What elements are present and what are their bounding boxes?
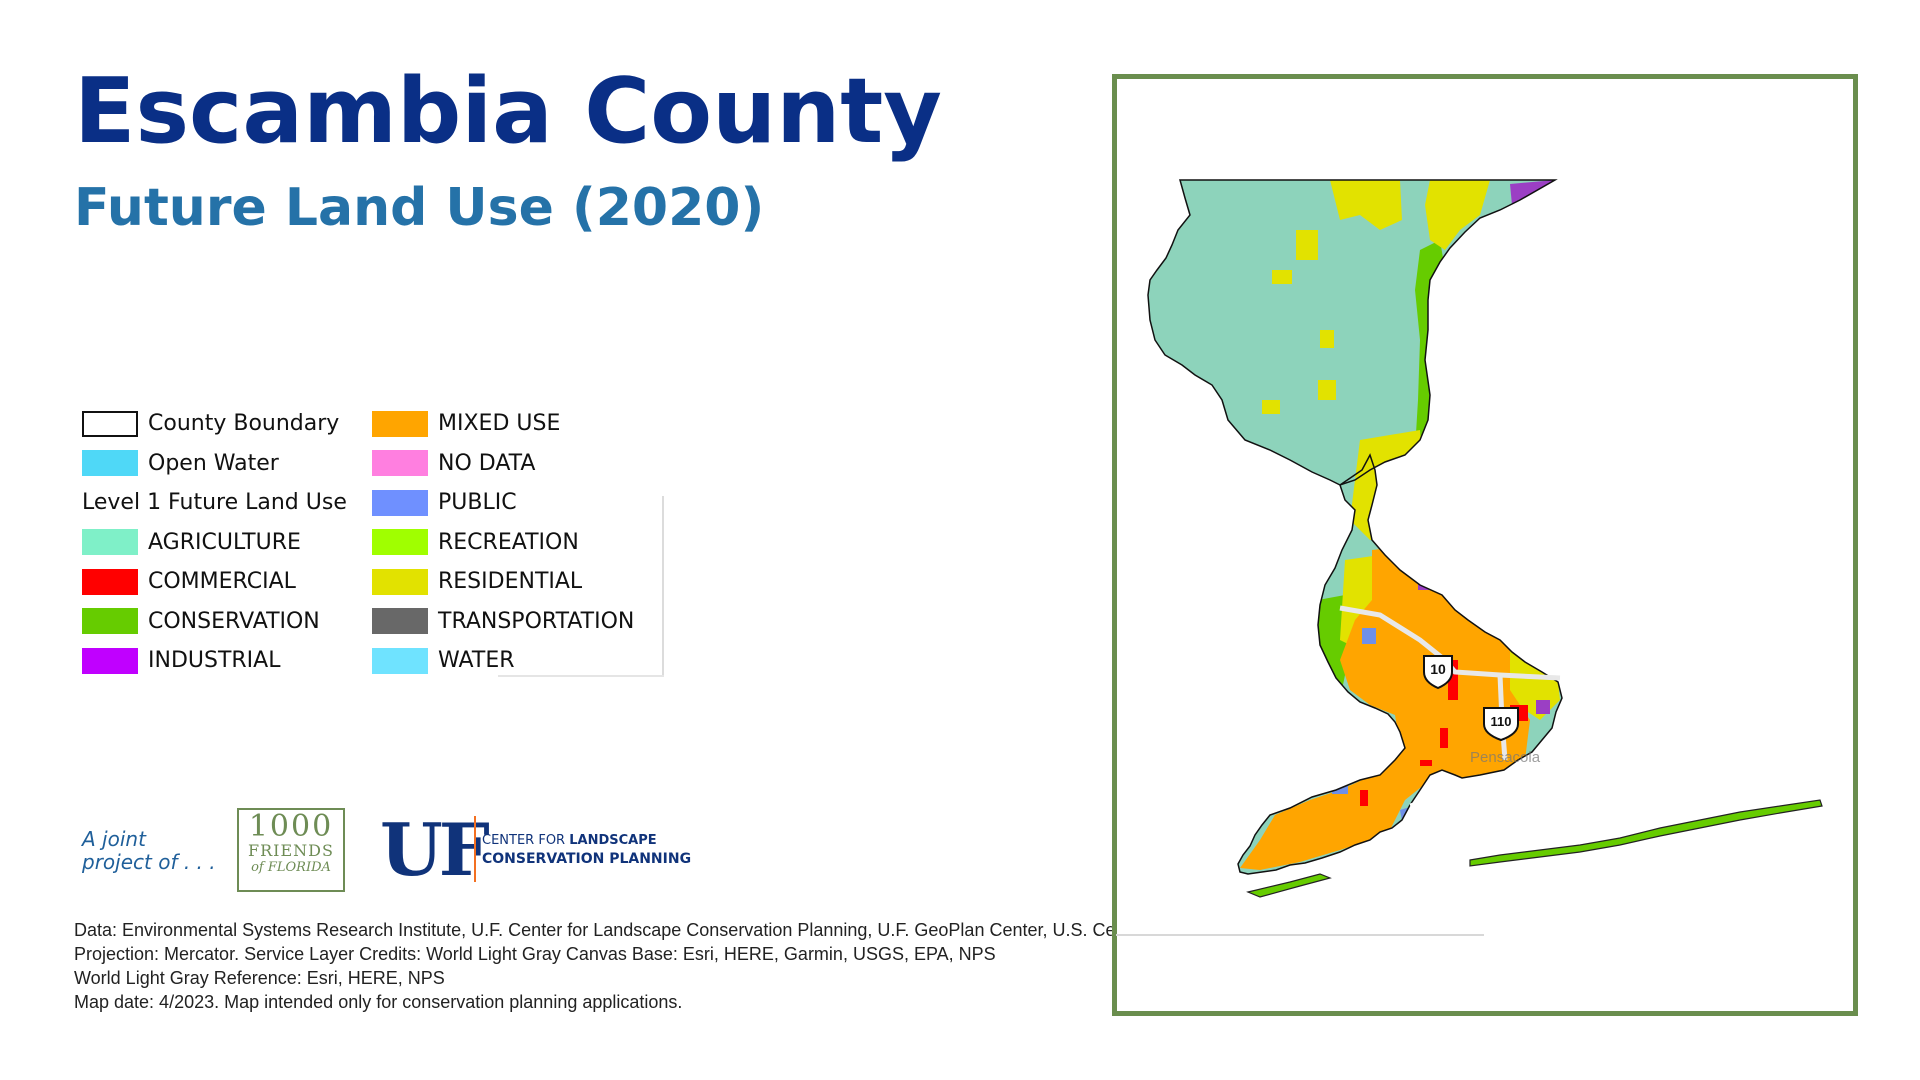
- land-public-patch: [1538, 648, 1550, 660]
- county-boundary: [1147, 179, 1558, 486]
- legend-item-no-data: NO DATA: [372, 444, 634, 484]
- legend-item-industrial: INDUSTRIAL: [82, 641, 347, 681]
- uf-logo: UF: [380, 807, 490, 892]
- legend-swatch: [82, 450, 138, 477]
- legend-swatch: [372, 489, 428, 516]
- uf-center-prefix: CENTER FOR: [482, 833, 570, 848]
- joint-line-1: A joint: [82, 827, 146, 851]
- page-title: Escambia County: [74, 59, 942, 164]
- legend-swatch: [372, 410, 428, 437]
- legend-swatch: [372, 529, 428, 556]
- credit-line: Map date: 4/2023. Map intended only for …: [74, 992, 683, 1012]
- i110-shield-icon: 110: [1483, 707, 1519, 742]
- legend-heading: Level 1 Future Land Use: [82, 490, 347, 516]
- legend-swatch: [82, 647, 138, 674]
- legend-label: County Boundary: [148, 411, 340, 437]
- legend-item-conservation: CONSERVATION: [82, 602, 347, 642]
- legend-item-residential: RESIDENTIAL: [372, 562, 634, 602]
- legend-label: MIXED USE: [438, 411, 561, 437]
- land-commercial: [1440, 728, 1448, 748]
- land-residential-patch: [1272, 270, 1292, 284]
- city-label: Pensacola: [1470, 749, 1541, 766]
- credit-line: Data: Environmental Systems Research Ins…: [74, 920, 1222, 940]
- logo-word-florida: of FLORIDA: [251, 860, 331, 875]
- i10-shield-icon: 10: [1423, 655, 1453, 690]
- legend-item-mixed-use: MIXED USE: [372, 404, 634, 444]
- legend-label: NO DATA: [438, 450, 536, 476]
- legend-item-county-boundary: County Boundary: [82, 404, 347, 444]
- land-residential-patch: [1318, 380, 1336, 400]
- uf-center-line-2: CONSERVATION PLANNING: [482, 851, 692, 867]
- i10-shield-label: 10: [1430, 661, 1446, 677]
- barrier-island: [1469, 799, 1823, 867]
- joint-line-2: project of . . .: [82, 850, 216, 874]
- legend-label: PUBLIC: [438, 490, 517, 516]
- legend-swatch: [82, 529, 138, 556]
- legend-item-water: WATER: [372, 641, 634, 681]
- i110-shield-label: 110: [1491, 714, 1512, 729]
- legend-frame-edge: [662, 496, 664, 676]
- legend-label: INDUSTRIAL: [148, 648, 281, 674]
- land-residential-patch: [1320, 330, 1334, 348]
- legend-swatch: [372, 450, 428, 477]
- credit-line: Projection: Mercator. Service Layer Cred…: [74, 944, 996, 964]
- legend-label: WATER: [438, 648, 515, 674]
- land-public-patch: [1332, 780, 1348, 794]
- legend-item-agriculture: AGRICULTURE: [82, 523, 347, 563]
- land-commercial: [1360, 790, 1368, 806]
- land-commercial: [1448, 660, 1458, 700]
- legend-label: AGRICULTURE: [148, 529, 301, 555]
- legend-swatch: [82, 568, 138, 595]
- legend-label: RESIDENTIAL: [438, 569, 583, 595]
- legend-swatch: [372, 608, 428, 635]
- legend-label: COMMERCIAL: [148, 569, 296, 595]
- uf-center-bold: LANDSCAPE: [569, 833, 657, 848]
- legend-label: CONSERVATION: [148, 608, 320, 634]
- legend-column-1: County Boundary Open Water Level 1 Futur…: [82, 404, 347, 681]
- land-residential-north-2: [1425, 180, 1490, 250]
- legend-swatch: [372, 647, 428, 674]
- credit-line: World Light Gray Reference: Esri, HERE, …: [74, 968, 445, 988]
- uf-center-line-1: CENTER FOR LANDSCAPE: [482, 832, 691, 850]
- legend-frame-edge: [498, 675, 664, 677]
- logo-number: 1000: [248, 809, 334, 844]
- land-mixed-use: [1240, 545, 1530, 870]
- coastline-beach: [1409, 793, 1466, 807]
- legend-column-2: MIXED USE NO DATA PUBLIC RECREATION RESI…: [372, 404, 634, 681]
- land-residential-patch: [1296, 230, 1318, 260]
- legend-heading-row: Level 1 Future Land Use: [82, 483, 347, 523]
- page-subtitle: Future Land Use (2020): [74, 178, 765, 238]
- land-conservation-east: [1410, 240, 1470, 570]
- source-credits: Data: Environmental Systems Research Ins…: [74, 918, 1222, 1014]
- land-commercial: [1420, 760, 1432, 766]
- perdido-key: [1246, 873, 1332, 898]
- legend-swatch: [82, 608, 138, 635]
- legend-label: RECREATION: [438, 529, 579, 555]
- logo-word-friends: FRIENDS: [248, 841, 334, 860]
- joint-project-note: A joint project of . . .: [82, 828, 216, 874]
- county-boundary-south: [1237, 453, 1563, 875]
- legend-item-open-water: Open Water: [82, 444, 347, 484]
- legend-item-transportation: TRANSPORTATION: [372, 602, 634, 642]
- legend-item-recreation: RECREATION: [372, 523, 634, 563]
- land-residential-patch: [1262, 400, 1280, 414]
- land-industrial-east: [1470, 570, 1510, 625]
- thousand-friends-logo: 1000 FRIENDS of FLORIDA: [237, 808, 345, 892]
- land-industrial-patch: [1536, 700, 1550, 714]
- legend-item-commercial: COMMERCIAL: [82, 562, 347, 602]
- map-legend: County Boundary Open Water Level 1 Futur…: [82, 404, 672, 678]
- legend-swatch: [82, 410, 138, 437]
- map-baseline-rule: [1116, 934, 1484, 936]
- land-public-patch: [1362, 628, 1376, 644]
- legend-item-public: PUBLIC: [372, 483, 634, 523]
- uf-center-name: CENTER FOR LANDSCAPE CONSERVATION PLANNI…: [482, 832, 691, 868]
- legend-swatch: [372, 568, 428, 595]
- land-residential-north: [1330, 180, 1402, 230]
- uf-logo-divider: [474, 816, 476, 882]
- legend-label: Open Water: [148, 450, 279, 476]
- legend-label: TRANSPORTATION: [438, 608, 635, 634]
